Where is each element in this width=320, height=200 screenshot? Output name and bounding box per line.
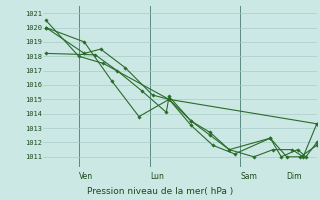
Text: Sam: Sam (240, 172, 257, 181)
Text: Ven: Ven (79, 172, 93, 181)
Text: Dim: Dim (287, 172, 302, 181)
Text: Lun: Lun (150, 172, 164, 181)
Text: Pression niveau de la mer( hPa ): Pression niveau de la mer( hPa ) (87, 187, 233, 196)
